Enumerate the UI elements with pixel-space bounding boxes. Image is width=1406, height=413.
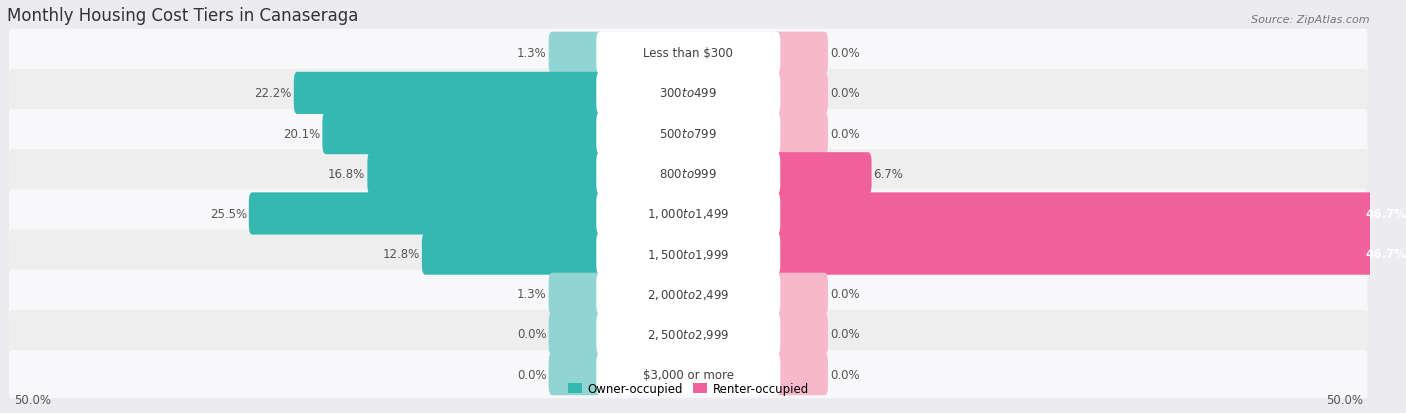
FancyBboxPatch shape <box>773 233 1406 275</box>
Text: 46.7%: 46.7% <box>1365 207 1406 221</box>
FancyBboxPatch shape <box>294 73 603 115</box>
FancyBboxPatch shape <box>773 113 828 155</box>
FancyBboxPatch shape <box>8 110 1368 158</box>
Text: 1.3%: 1.3% <box>517 47 547 60</box>
FancyBboxPatch shape <box>367 153 603 195</box>
FancyBboxPatch shape <box>8 70 1368 118</box>
FancyBboxPatch shape <box>773 273 828 315</box>
Text: $800 to $999: $800 to $999 <box>659 167 717 180</box>
Text: 1.3%: 1.3% <box>517 287 547 301</box>
FancyBboxPatch shape <box>596 273 780 315</box>
FancyBboxPatch shape <box>548 273 603 315</box>
FancyBboxPatch shape <box>249 193 603 235</box>
Text: 20.1%: 20.1% <box>283 127 321 140</box>
Text: $2,500 to $2,999: $2,500 to $2,999 <box>647 327 730 341</box>
Text: $2,000 to $2,499: $2,000 to $2,499 <box>647 287 730 301</box>
FancyBboxPatch shape <box>773 313 828 355</box>
FancyBboxPatch shape <box>8 190 1368 238</box>
FancyBboxPatch shape <box>596 313 780 355</box>
Text: 22.2%: 22.2% <box>254 87 292 100</box>
Legend: Owner-occupied, Renter-occupied: Owner-occupied, Renter-occupied <box>562 378 814 400</box>
FancyBboxPatch shape <box>8 230 1368 278</box>
Text: $1,500 to $1,999: $1,500 to $1,999 <box>647 247 730 261</box>
Text: 50.0%: 50.0% <box>1326 393 1362 406</box>
FancyBboxPatch shape <box>596 233 780 275</box>
FancyBboxPatch shape <box>773 153 872 195</box>
FancyBboxPatch shape <box>322 113 603 155</box>
Text: 0.0%: 0.0% <box>517 368 547 381</box>
Text: $500 to $799: $500 to $799 <box>659 127 717 140</box>
FancyBboxPatch shape <box>548 313 603 355</box>
Text: $3,000 or more: $3,000 or more <box>643 368 734 381</box>
FancyBboxPatch shape <box>596 73 780 115</box>
Text: 12.8%: 12.8% <box>382 247 420 261</box>
Text: 0.0%: 0.0% <box>517 328 547 341</box>
FancyBboxPatch shape <box>8 30 1368 78</box>
Text: 0.0%: 0.0% <box>830 328 859 341</box>
Text: $300 to $499: $300 to $499 <box>659 87 717 100</box>
Text: 0.0%: 0.0% <box>830 47 859 60</box>
Text: 16.8%: 16.8% <box>328 167 366 180</box>
Text: Monthly Housing Cost Tiers in Canaseraga: Monthly Housing Cost Tiers in Canaseraga <box>7 7 359 25</box>
Text: 25.5%: 25.5% <box>209 207 247 221</box>
Text: 0.0%: 0.0% <box>830 127 859 140</box>
FancyBboxPatch shape <box>596 193 780 235</box>
FancyBboxPatch shape <box>773 353 828 395</box>
FancyBboxPatch shape <box>596 33 780 75</box>
FancyBboxPatch shape <box>8 150 1368 198</box>
FancyBboxPatch shape <box>773 193 1406 235</box>
FancyBboxPatch shape <box>8 310 1368 358</box>
FancyBboxPatch shape <box>773 73 828 115</box>
FancyBboxPatch shape <box>548 33 603 75</box>
FancyBboxPatch shape <box>596 153 780 195</box>
Text: 50.0%: 50.0% <box>14 393 51 406</box>
Text: 0.0%: 0.0% <box>830 87 859 100</box>
Text: Source: ZipAtlas.com: Source: ZipAtlas.com <box>1251 15 1369 25</box>
FancyBboxPatch shape <box>8 350 1368 398</box>
FancyBboxPatch shape <box>596 353 780 395</box>
Text: 6.7%: 6.7% <box>873 167 904 180</box>
FancyBboxPatch shape <box>422 233 603 275</box>
Text: 0.0%: 0.0% <box>830 287 859 301</box>
Text: 0.0%: 0.0% <box>830 368 859 381</box>
FancyBboxPatch shape <box>773 33 828 75</box>
FancyBboxPatch shape <box>548 353 603 395</box>
Text: $1,000 to $1,499: $1,000 to $1,499 <box>647 207 730 221</box>
FancyBboxPatch shape <box>8 270 1368 318</box>
Text: Less than $300: Less than $300 <box>644 47 733 60</box>
FancyBboxPatch shape <box>596 113 780 155</box>
Text: 46.7%: 46.7% <box>1365 247 1406 261</box>
